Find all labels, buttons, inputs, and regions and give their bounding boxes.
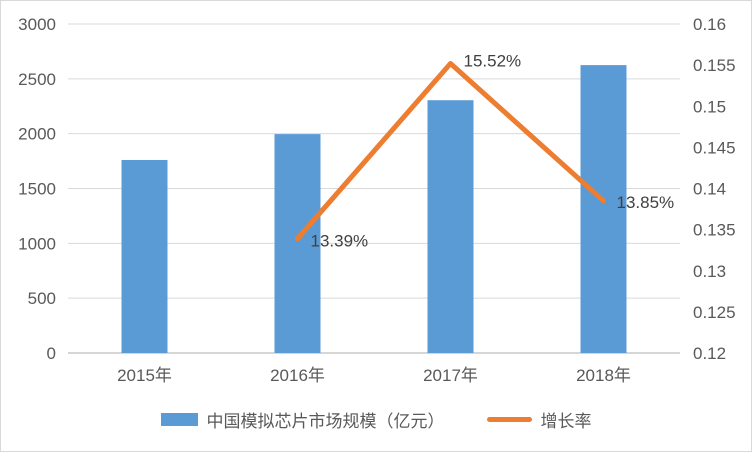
left-axis-tick: 0 bbox=[47, 344, 56, 363]
point-label: 13.39% bbox=[311, 232, 369, 251]
left-axis-tick: 2500 bbox=[18, 70, 56, 89]
left-axis-tick: 1000 bbox=[18, 234, 56, 253]
right-axis-tick: 0.135 bbox=[693, 221, 736, 240]
x-axis-label: 2015年 bbox=[117, 366, 172, 385]
right-axis-tick: 0.145 bbox=[693, 138, 736, 157]
left-axis-tick: 3000 bbox=[18, 15, 56, 34]
legend-item-growth-rate[interactable]: 增长率 bbox=[486, 407, 592, 432]
legend-label-growth-rate: 增长率 bbox=[540, 412, 592, 431]
right-axis-tick: 0.13 bbox=[693, 262, 726, 281]
right-axis-tick: 0.125 bbox=[693, 303, 736, 322]
legend: 中国模拟芯片市场规模（亿元） 增长率 bbox=[1, 407, 751, 432]
left-axis-tick: 1500 bbox=[18, 180, 56, 199]
left-axis-tick: 2000 bbox=[18, 125, 56, 144]
point-label: 13.85% bbox=[617, 193, 675, 212]
x-axis-label: 2016年 bbox=[270, 366, 325, 385]
right-axis-tick: 0.155 bbox=[693, 56, 736, 75]
x-axis-label: 2017年 bbox=[423, 366, 478, 385]
x-axis-label: 2018年 bbox=[576, 366, 631, 385]
right-axis-tick: 0.15 bbox=[693, 97, 726, 116]
legend-item-market-size[interactable]: 中国模拟芯片市场规模（亿元） bbox=[160, 407, 445, 432]
legend-label-market-size: 中国模拟芯片市场规模（亿元） bbox=[206, 412, 445, 431]
bar-series-swatch-icon bbox=[160, 413, 198, 426]
point-label: 15.52% bbox=[464, 51, 522, 70]
right-axis-tick: 0.14 bbox=[693, 180, 726, 199]
left-axis-tick: 500 bbox=[28, 289, 56, 308]
right-axis-tick: 0.12 bbox=[693, 344, 726, 363]
bar-2017年[interactable] bbox=[427, 100, 474, 354]
right-axis-tick: 0.16 bbox=[693, 15, 726, 34]
bar-2016年[interactable] bbox=[274, 134, 321, 353]
growth-rate-line[interactable] bbox=[295, 60, 606, 242]
line-series-swatch-icon bbox=[486, 417, 532, 422]
bar-2018年[interactable] bbox=[580, 65, 627, 353]
bar-2015年[interactable] bbox=[121, 159, 168, 353]
